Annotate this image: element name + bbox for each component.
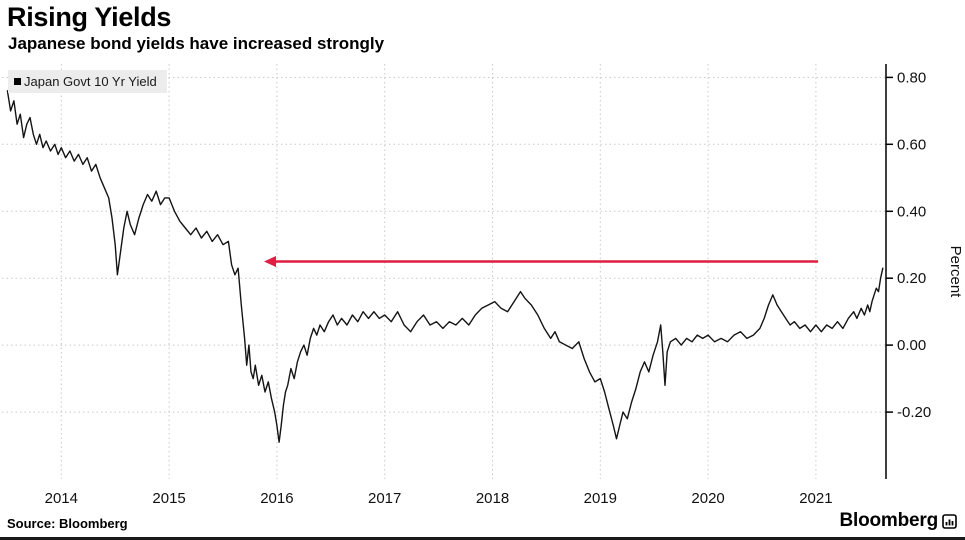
x-tick-label: 2021 xyxy=(799,490,832,507)
x-tick-label: 2017 xyxy=(368,490,401,507)
bloomberg-logo: Bloomberg xyxy=(840,510,957,532)
bloomberg-wordmark: Bloomberg xyxy=(839,510,939,531)
bloomberg-chart-icon xyxy=(942,513,957,529)
yield-series-line xyxy=(6,90,884,443)
y-tick-label: 0.20 xyxy=(897,270,926,287)
x-tick-label: 2016 xyxy=(260,490,293,507)
legend-label: Japan Govt 10 Yr Yield xyxy=(24,74,157,89)
source-note: Source: Bloomberg xyxy=(7,516,128,531)
yield-line-chart: 0.80 0.60 0.40 0.20 0.00 -0.20 2014 2015 2016 201… xyxy=(2,64,964,507)
x-tick-label: 2020 xyxy=(691,490,724,507)
y-tick-label: -0.20 xyxy=(897,404,931,421)
y-tick-label: 0.60 xyxy=(897,136,926,153)
chart-header: Rising Yields Japanese bond yields have … xyxy=(7,2,384,54)
x-tick-label: 2018 xyxy=(476,490,509,507)
page-subtitle: Japanese bond yields have increased stro… xyxy=(8,34,385,53)
y-tick-label: 0.00 xyxy=(897,337,926,354)
page-title: Rising Yields xyxy=(7,2,172,32)
legend: Japan Govt 10 Yr Yield xyxy=(8,70,167,93)
legend-swatch-icon xyxy=(14,78,21,85)
y-tick-label: 0.40 xyxy=(897,203,926,220)
trend-arrow-head xyxy=(264,256,276,267)
x-tick-label: 2019 xyxy=(584,490,617,507)
x-tick-label: 2014 xyxy=(45,490,78,507)
y-tick-label: 0.80 xyxy=(897,69,926,86)
y-axis-title: Percent xyxy=(947,246,964,299)
x-tick-label: 2015 xyxy=(152,490,185,507)
